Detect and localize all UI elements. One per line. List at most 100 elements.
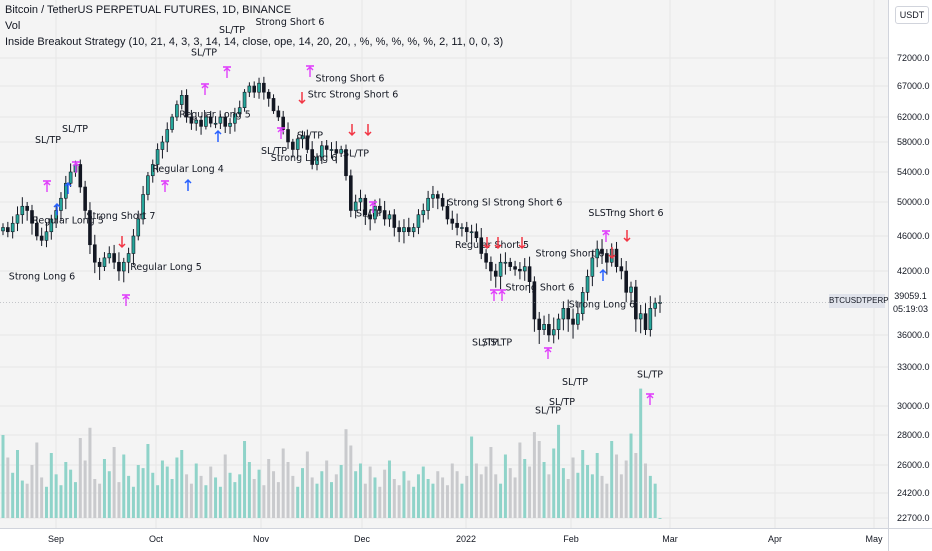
signal-annotation: SL/TP xyxy=(219,25,245,36)
candle-body xyxy=(165,129,170,143)
volume-bar xyxy=(595,453,599,518)
candle-body xyxy=(392,214,397,228)
candle-body xyxy=(15,214,20,224)
candle-body xyxy=(97,261,102,267)
candle-body xyxy=(643,313,648,330)
candle-body xyxy=(199,119,203,127)
candle-body xyxy=(600,248,604,254)
signal-annotation: SL/TP xyxy=(261,146,287,157)
candle-body xyxy=(59,197,63,211)
volume-bar xyxy=(189,483,193,518)
volume-bar xyxy=(479,474,483,518)
exit-marker-arrow xyxy=(498,290,506,301)
volume-bar xyxy=(431,483,435,518)
exit-marker-arrow xyxy=(201,84,209,95)
signal-annotation: SL/TP xyxy=(637,369,663,380)
exit-marker-arrow xyxy=(602,231,610,242)
signal-annotation: SL/TP xyxy=(62,124,88,135)
chart-area[interactable] xyxy=(0,0,888,528)
candle-body xyxy=(271,98,276,112)
volume-bar xyxy=(648,475,652,518)
candle-body xyxy=(295,138,300,150)
volume-bar xyxy=(170,479,174,518)
candle-body xyxy=(469,231,474,234)
candle-body xyxy=(218,116,223,124)
volume-bar xyxy=(1,435,5,518)
volume-bar xyxy=(127,475,131,518)
volume-bar xyxy=(11,472,15,518)
candle-body xyxy=(368,214,372,220)
signal-annotation: SL/TP xyxy=(297,130,323,141)
volume-bar xyxy=(49,453,53,518)
volume-bar xyxy=(160,460,164,518)
volume-bar xyxy=(252,479,256,518)
volume-bar xyxy=(310,477,314,518)
volume-bar xyxy=(532,432,536,518)
last-price-badge: 39059.1 05:19:03 xyxy=(889,290,932,320)
candle-body xyxy=(503,261,508,264)
candle-body xyxy=(117,261,121,272)
candle-body xyxy=(634,286,638,320)
signal-annotation: Strong Short 6 xyxy=(536,248,605,259)
volume-bar xyxy=(460,483,464,518)
candle-body xyxy=(1,227,5,232)
price-axis[interactable] xyxy=(888,0,932,528)
volume-bar xyxy=(658,518,662,519)
volume-bar xyxy=(180,450,184,518)
candle-body xyxy=(194,119,199,124)
volume-bar xyxy=(634,453,638,518)
exit-marker-arrow xyxy=(277,128,285,139)
candle-body xyxy=(397,227,401,233)
candle-body xyxy=(150,164,155,177)
volume-bar xyxy=(494,474,498,518)
exit-marker-arrow xyxy=(544,348,552,359)
currency-selector[interactable]: USDT xyxy=(895,6,929,24)
candle-body xyxy=(315,156,319,165)
volume-bar xyxy=(286,462,290,518)
volume-bar xyxy=(156,485,160,518)
volume-bar xyxy=(566,479,570,518)
y-tick-label: 62000.0 xyxy=(897,112,930,122)
y-tick-label: 28000.0 xyxy=(897,430,930,440)
candle-body xyxy=(300,135,305,140)
short-signal-arrow xyxy=(494,237,502,250)
candle-body xyxy=(20,205,25,216)
candle-body xyxy=(252,85,257,93)
volume-bar xyxy=(586,465,590,518)
volume-bar xyxy=(107,471,111,518)
volume-bar xyxy=(175,457,179,518)
candle-body xyxy=(493,270,498,277)
time-axis[interactable] xyxy=(0,528,888,551)
candle-body xyxy=(141,194,145,220)
candle-body xyxy=(88,210,92,246)
volume-bar xyxy=(523,459,527,518)
volume-bar xyxy=(387,460,391,518)
candle-body xyxy=(324,145,329,150)
short-signal-arrow xyxy=(118,236,126,249)
signal-annotation: SL/TP xyxy=(35,135,61,146)
long-signal-arrow xyxy=(599,268,607,281)
volume-bar xyxy=(54,474,58,518)
candle-body xyxy=(421,210,426,216)
candle-body xyxy=(136,218,141,237)
volume-bar xyxy=(320,471,324,518)
volume-bar xyxy=(151,472,155,518)
candle-body xyxy=(537,318,542,330)
volume-bar xyxy=(88,427,92,518)
exit-marker-arrow xyxy=(161,181,169,192)
candle-body xyxy=(353,201,358,211)
candle-body xyxy=(155,149,160,165)
candle-body xyxy=(527,266,532,282)
exit-marker-arrow xyxy=(646,394,654,405)
strategy-legend[interactable]: Inside Breakout Strategy (10, 21, 4, 3, … xyxy=(5,36,504,48)
candle-body xyxy=(431,194,435,199)
volume-bar xyxy=(296,486,300,518)
candle-body xyxy=(638,313,643,320)
x-tick-label: Feb xyxy=(563,534,579,544)
volume-legend[interactable]: Vol xyxy=(5,20,21,32)
candle-body xyxy=(358,197,363,203)
volume-bar xyxy=(228,472,232,518)
volume-bar xyxy=(528,466,532,518)
candle-body xyxy=(305,135,310,150)
